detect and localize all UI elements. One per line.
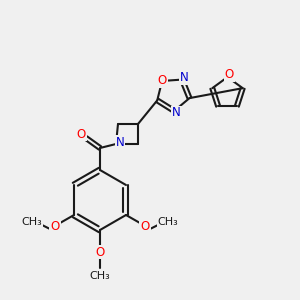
Text: N: N xyxy=(180,71,188,84)
Text: O: O xyxy=(140,220,150,232)
Text: O: O xyxy=(76,128,85,140)
Text: CH₃: CH₃ xyxy=(22,217,42,227)
Text: CH₃: CH₃ xyxy=(158,217,178,227)
Text: O: O xyxy=(50,220,60,232)
Text: O: O xyxy=(95,245,105,259)
Text: O: O xyxy=(225,68,234,81)
Text: CH₃: CH₃ xyxy=(90,271,110,281)
Text: N: N xyxy=(172,106,181,119)
Text: O: O xyxy=(158,74,167,88)
Text: N: N xyxy=(116,136,124,148)
